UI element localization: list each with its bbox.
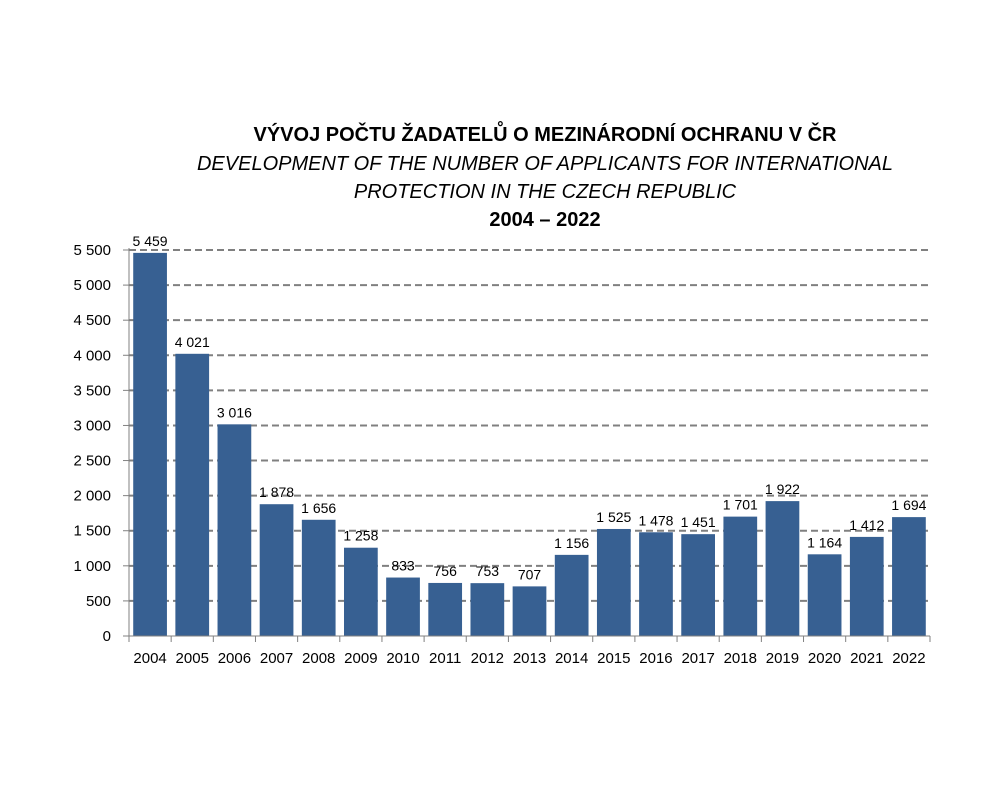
chart-subtitle-line-1: DEVELOPMENT OF THE NUMBER OF APPLICANTS … xyxy=(196,153,894,175)
bar xyxy=(849,536,884,636)
bar xyxy=(301,519,336,636)
chart-title: VÝVOJ POČTU ŽADATELŮ O MEZINÁRODNÍ OCHRA… xyxy=(253,124,837,146)
data-label: 5 459 xyxy=(133,233,168,249)
y-tick-label: 4 500 xyxy=(73,312,111,329)
bar xyxy=(639,532,673,636)
bar xyxy=(259,504,294,636)
bar xyxy=(217,424,252,636)
bar xyxy=(807,554,842,636)
y-tick-label: 5 000 xyxy=(73,277,111,294)
x-tick-label: 2010 xyxy=(386,650,419,667)
chart-period: 2004 – 2022 xyxy=(489,209,601,231)
y-tick-label: 0 xyxy=(103,628,111,645)
data-label: 1 525 xyxy=(596,509,631,525)
chart-subtitle-line-2: PROTECTION IN THE CZECH REPUBLIC xyxy=(353,181,737,203)
bar xyxy=(133,252,167,637)
data-label: 707 xyxy=(518,566,542,582)
bar xyxy=(386,577,420,636)
bar xyxy=(723,516,758,636)
data-label: 833 xyxy=(391,558,415,574)
bar xyxy=(892,517,926,636)
data-label: 1 878 xyxy=(259,484,294,500)
data-label: 1 258 xyxy=(343,528,378,544)
x-tick-label: 2020 xyxy=(808,650,841,667)
data-label: 3 016 xyxy=(217,404,252,420)
x-tick-label: 2012 xyxy=(471,650,504,667)
x-tick-label: 2019 xyxy=(766,650,799,667)
y-tick-label: 5 500 xyxy=(73,242,111,259)
x-tick-label: 2004 xyxy=(133,650,166,667)
data-label: 1 701 xyxy=(723,497,758,513)
x-tick-label: 2007 xyxy=(260,650,293,667)
bar xyxy=(344,547,378,636)
data-label: 1 656 xyxy=(301,500,336,516)
x-tick-label: 2006 xyxy=(218,650,251,667)
y-tick-label: 2 500 xyxy=(73,453,111,470)
bar xyxy=(596,528,631,636)
data-label: 1 451 xyxy=(681,514,716,530)
x-tick-label: 2013 xyxy=(513,650,546,667)
data-label: 4 021 xyxy=(175,334,210,350)
y-tick-label: 2 000 xyxy=(73,488,111,505)
x-tick-label: 2018 xyxy=(724,650,757,667)
x-tick-label: 2015 xyxy=(597,650,630,667)
y-tick-label: 3 000 xyxy=(73,417,111,434)
bar xyxy=(470,583,505,636)
bar xyxy=(428,582,463,636)
x-tick-label: 2021 xyxy=(850,650,883,667)
y-tick-label: 3 500 xyxy=(73,382,111,399)
x-tick-label: 2014 xyxy=(555,650,588,667)
data-label: 1 694 xyxy=(891,497,926,513)
data-label: 1 164 xyxy=(807,534,842,550)
y-tick-label: 1 500 xyxy=(73,523,111,540)
x-tick-label: 2016 xyxy=(639,650,672,667)
data-label: 1 478 xyxy=(638,512,673,528)
data-label: 1 412 xyxy=(849,517,884,533)
data-label: 1 156 xyxy=(554,535,589,551)
x-tick-label: 2008 xyxy=(302,650,335,667)
bar xyxy=(681,534,715,636)
x-tick-label: 2009 xyxy=(344,650,377,667)
bar xyxy=(765,501,800,636)
bar xyxy=(512,586,547,636)
data-label: 756 xyxy=(434,563,458,579)
y-tick-label: 4 000 xyxy=(73,347,111,364)
x-tick-label: 2017 xyxy=(681,650,714,667)
x-tick-label: 2011 xyxy=(429,650,461,667)
y-tick-label: 500 xyxy=(86,593,111,610)
bar xyxy=(554,554,589,636)
data-label: 753 xyxy=(476,563,500,579)
y-tick-label: 1 000 xyxy=(73,558,111,575)
x-tick-label: 2022 xyxy=(892,650,925,667)
bar xyxy=(175,353,210,636)
data-label: 1 922 xyxy=(765,481,800,497)
x-tick-label: 2005 xyxy=(176,650,209,667)
